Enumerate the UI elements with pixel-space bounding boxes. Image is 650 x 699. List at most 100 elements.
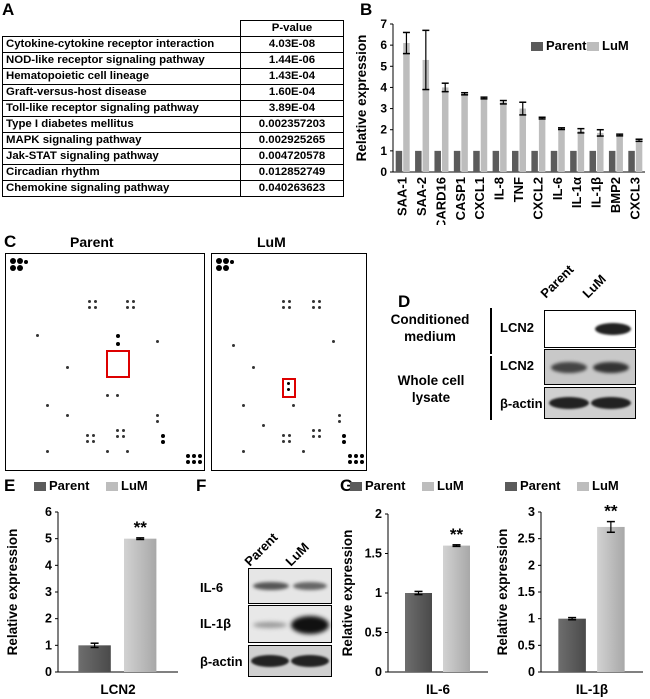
bar-lum <box>597 132 604 172</box>
array-spot <box>198 460 202 464</box>
pathway-pvalue: 3.89E-04 <box>240 100 344 117</box>
array-spot <box>46 404 49 407</box>
blot-d-row-lcn2-cm: LCN2 <box>500 320 534 335</box>
array-spot <box>116 342 120 346</box>
panel-label-g: G <box>340 476 354 495</box>
array-spot <box>216 258 222 264</box>
array-spot <box>94 300 97 303</box>
array-spot <box>230 260 234 264</box>
pathway-pvalue: 0.002357203 <box>240 116 344 133</box>
x-tick-label: BMP2 <box>608 177 623 213</box>
array-spot <box>116 429 119 432</box>
significance-label: ** <box>604 502 618 521</box>
array-spot <box>348 454 352 458</box>
divider-1 <box>490 308 492 354</box>
band-lum-3 <box>291 655 329 667</box>
pathway-pvalue: 0.002925265 <box>240 132 344 149</box>
array-spot <box>192 454 196 458</box>
array-spot <box>86 434 89 437</box>
pathway-name: Jak-STAT signaling pathway <box>2 148 241 165</box>
x-tick-label: CARD16 <box>433 177 448 225</box>
array-spot <box>17 258 23 264</box>
array-spot <box>288 440 291 443</box>
legend-label-parent: Parent <box>365 478 406 493</box>
cytokine-array-parent <box>5 253 205 471</box>
bar-lum <box>443 545 470 672</box>
y-tick-label: 4 <box>380 80 387 94</box>
bar-lum <box>403 43 410 173</box>
y-tick-label: 0 <box>380 165 387 179</box>
array-spot <box>10 265 16 271</box>
array-spot <box>66 414 69 417</box>
cytokine-array-lum <box>211 253 367 471</box>
pathway-pvalue: 1.60E-04 <box>240 84 344 101</box>
blot-d-row-beta-actin: β-actin <box>500 396 543 411</box>
x-axis-label: IL-6 <box>426 682 450 697</box>
array-title-lum: LuM <box>257 234 286 250</box>
band-lum <box>595 323 631 335</box>
panel-label-c: C <box>4 232 17 251</box>
array-spot <box>318 300 321 303</box>
blot-d-row-lcn2-wcl: LCN2 <box>500 358 534 373</box>
array-spot <box>126 306 129 309</box>
bar-parent <box>589 150 597 172</box>
array-spot <box>186 454 190 458</box>
array-title-parent: Parent <box>70 234 114 250</box>
bar-parent <box>628 150 635 172</box>
array-spot <box>92 440 95 443</box>
blot-f-col-parent: Parent <box>241 529 281 569</box>
array-spot <box>302 450 305 453</box>
array-spot <box>262 424 265 427</box>
array-spot <box>122 429 125 432</box>
bar-lum <box>538 118 546 172</box>
array-spot <box>106 394 109 397</box>
blot-d-col-parent: Parent <box>537 261 577 301</box>
highlight-box-lum <box>282 378 296 398</box>
legend-swatch-lum <box>587 42 599 51</box>
x-tick-label: SAA-2 <box>414 177 429 216</box>
y-tick-label: 2 <box>380 123 387 137</box>
array-spot <box>10 258 16 264</box>
band-parent <box>551 362 587 373</box>
legend-swatch-lum <box>106 482 118 491</box>
array-spot <box>288 300 291 303</box>
array-spot <box>156 420 159 423</box>
bar-lum <box>500 102 507 172</box>
blot-f-row-il6: IL-6 <box>200 580 224 595</box>
chart-e-lcn2: Parent LuM 0 1 2 3 4 5 6 Relative expression ** LCN… <box>5 478 178 697</box>
blot-f-il1b <box>248 605 332 643</box>
pathway-name: Chemokine signaling pathway <box>2 180 241 197</box>
band-lum <box>293 582 327 590</box>
x-axis-label: IL-1β <box>576 682 608 697</box>
array-spot <box>318 429 321 432</box>
y-tick-label: 3 <box>380 102 387 116</box>
array-spot <box>88 300 91 303</box>
legend-label-lum: LuM <box>592 478 619 493</box>
y-tick-label: 1 <box>380 144 387 158</box>
legend-label-parent: Parent <box>520 478 561 493</box>
y-tick-label: 0.5 <box>365 626 382 640</box>
legend-label-lum: LuM <box>121 478 148 493</box>
band-parent-2 <box>549 397 589 409</box>
array-spot <box>132 306 135 309</box>
array-spot <box>318 435 321 438</box>
y-axis-label: Relative expression <box>340 530 355 657</box>
band-parent <box>253 582 289 590</box>
array-spot <box>36 334 39 337</box>
array-spot <box>354 454 358 458</box>
array-spot <box>122 435 125 438</box>
panel-label-f: F <box>196 476 207 495</box>
y-tick-label: 3 <box>45 585 52 599</box>
band-lum-2 <box>593 362 629 373</box>
array-spot <box>312 435 315 438</box>
band-parent-3 <box>251 655 289 667</box>
legend-swatch-parent <box>505 482 517 491</box>
panel-label-a: A <box>2 0 15 19</box>
array-spot <box>282 300 285 303</box>
array-spot <box>24 260 28 264</box>
array-spot <box>342 440 346 444</box>
array-spot <box>156 414 159 417</box>
array-spot <box>252 366 255 369</box>
array-spot <box>116 334 120 338</box>
array-spot <box>17 265 23 271</box>
